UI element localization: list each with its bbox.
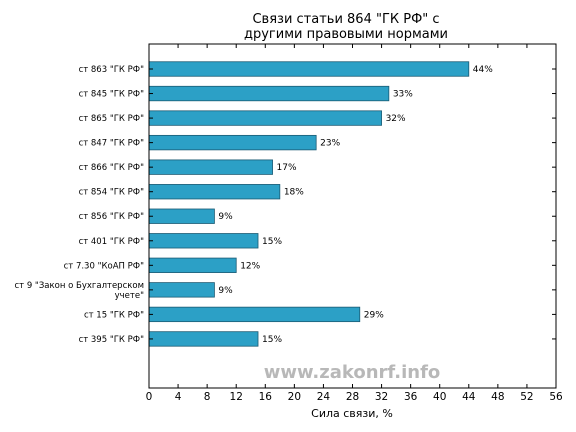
x-tick-label: 8 <box>204 391 211 403</box>
category-label: ст 866 "ГК РФ" <box>79 163 145 173</box>
bar <box>148 306 361 323</box>
category-label: ст 856 "ГК РФ" <box>79 212 145 222</box>
bar <box>148 233 259 249</box>
x-axis-label: Сила связи, % <box>311 407 393 420</box>
category-label: ст 15 "ГК РФ" <box>84 310 144 320</box>
bar <box>148 110 382 126</box>
x-tick-label: 44 <box>462 391 476 403</box>
bar <box>148 61 470 77</box>
bar-group: 29% ст 15 "ГК РФ" <box>84 306 556 323</box>
bar <box>148 134 317 151</box>
x-tick-label: 32 <box>375 391 388 403</box>
bar <box>148 184 281 200</box>
bar <box>148 85 390 102</box>
bar-group: 17% ст 866 "ГК РФ" <box>79 159 556 175</box>
chart-title-line-1: Связи статьи 864 "ГК РФ" с <box>252 12 439 27</box>
bar <box>148 282 215 298</box>
bar-group: 44% ст 863 "ГК РФ" <box>79 61 556 77</box>
chart-marks: 44% ст 863 "ГК РФ" 33% ст 845 "ГК РФ" 32% ст … <box>15 61 556 347</box>
x-tick-label: 4 <box>175 391 182 403</box>
x-tick-label: 52 <box>520 391 533 403</box>
category-label: ст 7.30 "КоАП РФ" <box>64 261 144 271</box>
bar <box>148 257 237 273</box>
bar-group: 15% ст 395 "ГК РФ" <box>79 331 556 347</box>
category-label: ст 863 "ГК РФ" <box>79 65 145 75</box>
data-label: 18% <box>284 188 304 198</box>
x-tick-label: 12 <box>230 391 243 403</box>
category-label: ст 845 "ГК РФ" <box>79 90 145 100</box>
x-tick-label: 56 <box>549 391 563 403</box>
category-label: ст 854 "ГК РФ" <box>79 188 145 198</box>
category-label: ст 9 "Закон о Бухгалтерском <box>15 281 145 291</box>
x-tick-label: 16 <box>259 391 273 403</box>
bar-group: 33% ст 845 "ГК РФ" <box>79 85 556 102</box>
bar-group: 15% ст 401 "ГК РФ" <box>79 233 556 249</box>
category-label: ст 847 "ГК РФ" <box>79 139 145 149</box>
category-label: ст 865 "ГК РФ" <box>79 114 145 124</box>
chart-title-line-2: другими правовыми нормами <box>244 27 448 42</box>
bar-group: 23% ст 847 "ГК РФ" <box>79 134 556 151</box>
data-label: 29% <box>364 310 384 320</box>
data-label: 32% <box>386 114 406 124</box>
bar-group: 18% ст 854 "ГК РФ" <box>79 184 556 200</box>
bar-group: 32% ст 865 "ГК РФ" <box>79 110 556 126</box>
watermark: www.zakonrf.info <box>264 362 441 383</box>
x-axis-ticks: 0 4 8 12 16 20 24 28 32 36 40 44 48 52 56 <box>146 44 563 403</box>
category-label: учете" <box>115 291 144 301</box>
x-tick-label: 24 <box>317 391 331 403</box>
category-label: ст 395 "ГК РФ" <box>79 335 145 345</box>
data-label: 23% <box>320 139 340 149</box>
x-tick-label: 28 <box>346 391 359 403</box>
data-label: 44% <box>473 65 493 75</box>
bar <box>148 159 273 175</box>
bar <box>148 208 215 224</box>
data-label: 17% <box>277 163 297 173</box>
bar <box>148 331 259 347</box>
x-tick-label: 36 <box>404 391 418 403</box>
x-tick-label: 48 <box>491 391 504 403</box>
bar-group: 9% ст 856 "ГК РФ" <box>79 208 556 224</box>
x-tick-label: 0 <box>146 391 153 403</box>
x-tick-label: 20 <box>288 391 301 403</box>
chart-title: Связи статьи 864 "ГК РФ" с другими право… <box>244 12 448 42</box>
data-label: 15% <box>262 335 282 345</box>
data-label: 12% <box>240 261 260 271</box>
data-label: 15% <box>262 237 282 247</box>
data-label: 9% <box>218 286 233 296</box>
category-label: ст 401 "ГК РФ" <box>79 237 145 247</box>
bar-group: 12% ст 7.30 "КоАП РФ" <box>64 257 556 273</box>
data-label: 33% <box>393 90 413 100</box>
data-label: 9% <box>218 212 233 222</box>
x-tick-label: 40 <box>433 391 446 403</box>
